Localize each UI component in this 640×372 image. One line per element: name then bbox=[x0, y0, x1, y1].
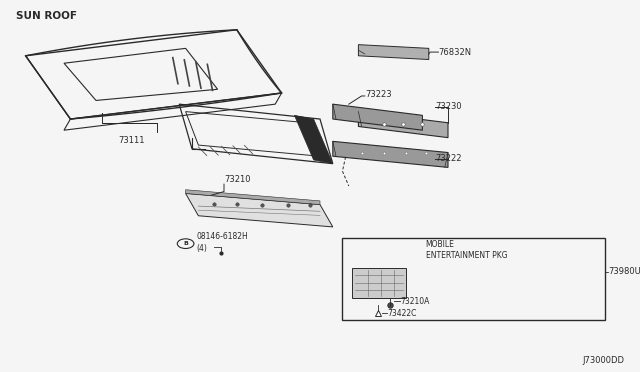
Polygon shape bbox=[352, 268, 406, 298]
Text: 73111: 73111 bbox=[118, 136, 145, 145]
Text: J73000DD: J73000DD bbox=[582, 356, 624, 365]
Polygon shape bbox=[358, 45, 429, 60]
Text: MOBILE
ENTERTAINMENT PKG: MOBILE ENTERTAINMENT PKG bbox=[426, 240, 508, 260]
Text: 08146-6182H
(4): 08146-6182H (4) bbox=[196, 232, 248, 253]
Polygon shape bbox=[186, 190, 320, 205]
Text: 76832N: 76832N bbox=[438, 48, 472, 57]
Polygon shape bbox=[333, 141, 448, 167]
Text: 73210: 73210 bbox=[224, 175, 250, 184]
Bar bbox=[342, 238, 605, 320]
Text: B: B bbox=[183, 241, 188, 246]
Polygon shape bbox=[294, 115, 333, 164]
Text: SUN ROOF: SUN ROOF bbox=[16, 11, 77, 21]
Text: 73422C: 73422C bbox=[387, 309, 417, 318]
Polygon shape bbox=[333, 104, 422, 130]
Polygon shape bbox=[358, 112, 448, 138]
Text: 73980U: 73980U bbox=[608, 267, 640, 276]
Text: 73223: 73223 bbox=[365, 90, 392, 99]
Text: 73222: 73222 bbox=[435, 154, 461, 163]
Polygon shape bbox=[186, 193, 333, 227]
Text: 73210A: 73210A bbox=[400, 297, 429, 306]
Text: 73230: 73230 bbox=[435, 102, 462, 110]
